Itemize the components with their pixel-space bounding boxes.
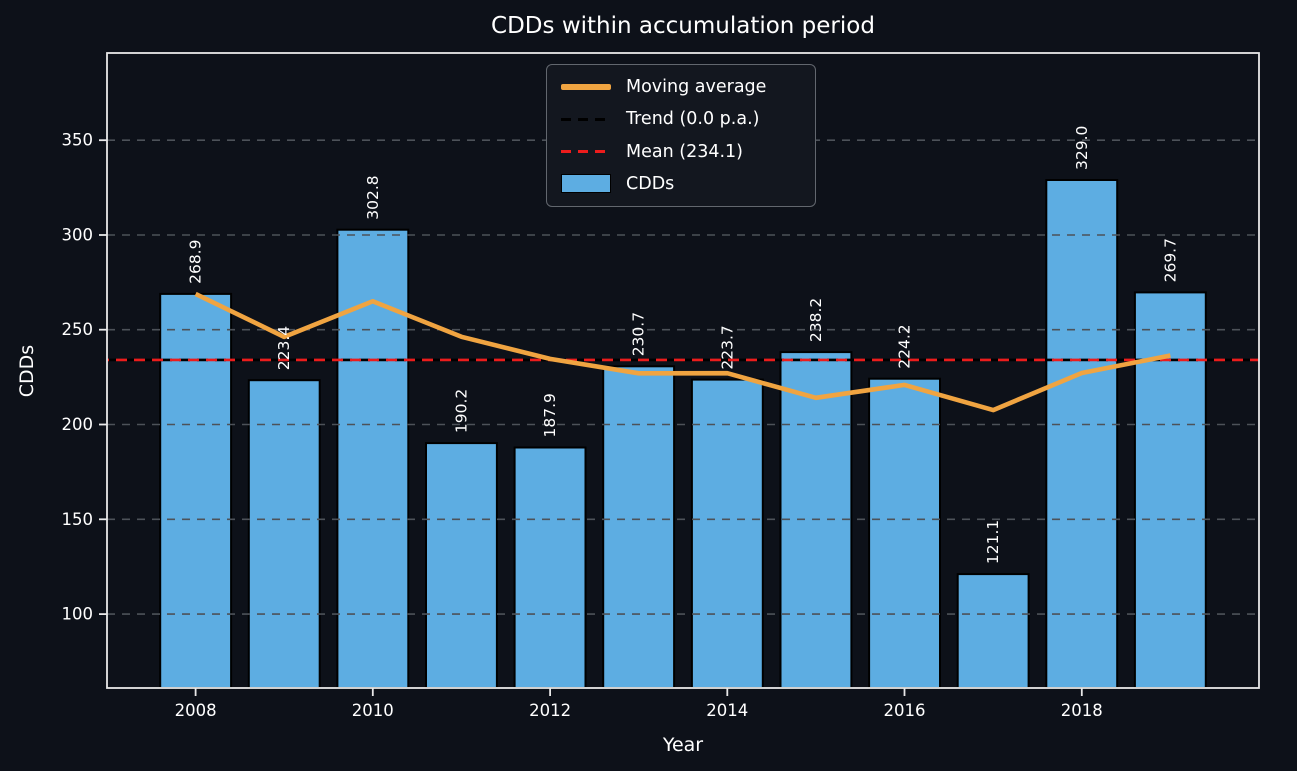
bar-value-labels: 268.9 223.4 302.8 190.2 187.9 230.7 223.7 238.2… xyxy=(187,126,1180,564)
bar-label-2016: 224.2 xyxy=(896,324,914,368)
bar-2013 xyxy=(602,365,676,689)
bar-label-2019: 269.7 xyxy=(1161,238,1179,282)
cdds-bar-swatch xyxy=(561,174,611,194)
y-tick-label-250: 250 xyxy=(62,320,94,339)
legend-label: CDDs xyxy=(626,173,675,194)
bar-2011 xyxy=(425,442,498,689)
bar-2019 xyxy=(1133,291,1207,689)
legend-label: Mean (234.1) xyxy=(626,141,743,162)
moving-average-line-swatch xyxy=(561,84,611,91)
bar-2010 xyxy=(336,228,410,689)
y-axis-label: CDDs xyxy=(16,344,38,398)
legend-item-cdds: CDDs xyxy=(561,174,801,194)
y-tick-label-200: 200 xyxy=(62,415,94,434)
x-tick-label-2008: 2008 xyxy=(175,701,217,720)
y-axis-ticks: 100 150 200 250 300 350 xyxy=(62,131,107,624)
bar-label-2008: 268.9 xyxy=(187,240,205,284)
bar-2015 xyxy=(779,351,853,689)
bar-2017 xyxy=(956,573,1030,689)
y-tick-label-300: 300 xyxy=(62,226,94,245)
bars-group xyxy=(159,179,1207,689)
y-tick-label-150: 150 xyxy=(62,510,94,529)
x-axis-ticks: 2008 2010 2012 2014 2016 2018 xyxy=(175,688,1103,720)
bar-2014 xyxy=(690,378,764,689)
legend-box: Moving average Trend (0.0 p.a.) Mean (23… xyxy=(546,64,816,207)
legend-item-mean: Mean (234.1) xyxy=(561,142,801,162)
legend-label: Moving average xyxy=(626,77,767,98)
bar-label-2010: 302.8 xyxy=(364,175,382,219)
x-tick-label-2012: 2012 xyxy=(529,701,571,720)
bar-label-2009: 223.4 xyxy=(275,326,293,370)
x-tick-label-2018: 2018 xyxy=(1061,701,1103,720)
x-tick-label-2010: 2010 xyxy=(352,701,394,720)
axes-spines xyxy=(106,52,1260,689)
bar-2009 xyxy=(247,379,321,689)
bar-label-2015: 238.2 xyxy=(807,298,825,342)
trend-dashed-line-swatch xyxy=(561,117,611,122)
legend-item-moving-average: Moving average xyxy=(561,77,801,97)
bar-2012 xyxy=(513,446,587,689)
bar-2008 xyxy=(159,292,233,689)
moving-average-line xyxy=(194,291,1171,413)
mean-dashed-line-swatch xyxy=(561,149,611,154)
bar-label-2011: 190.2 xyxy=(453,389,471,433)
y-tick-label-100: 100 xyxy=(62,605,94,624)
x-tick-label-2016: 2016 xyxy=(884,701,926,720)
x-tick-label-2014: 2014 xyxy=(706,701,748,720)
chart-title: CDDs within accumulation period xyxy=(491,13,875,39)
legend-item-trend: Trend (0.0 p.a.) xyxy=(561,109,801,129)
bar-label-2012: 187.9 xyxy=(541,393,559,437)
y-tick-label-350: 350 xyxy=(62,131,94,150)
bar-label-2013: 230.7 xyxy=(630,312,648,356)
bar-label-2014: 223.7 xyxy=(718,325,736,369)
x-axis-label: Year xyxy=(662,734,704,756)
bar-label-2018: 329.0 xyxy=(1073,126,1091,170)
legend-label: Trend (0.0 p.a.) xyxy=(626,109,760,130)
bar-2018 xyxy=(1045,179,1119,689)
bar-label-2017: 121.1 xyxy=(984,520,1002,564)
